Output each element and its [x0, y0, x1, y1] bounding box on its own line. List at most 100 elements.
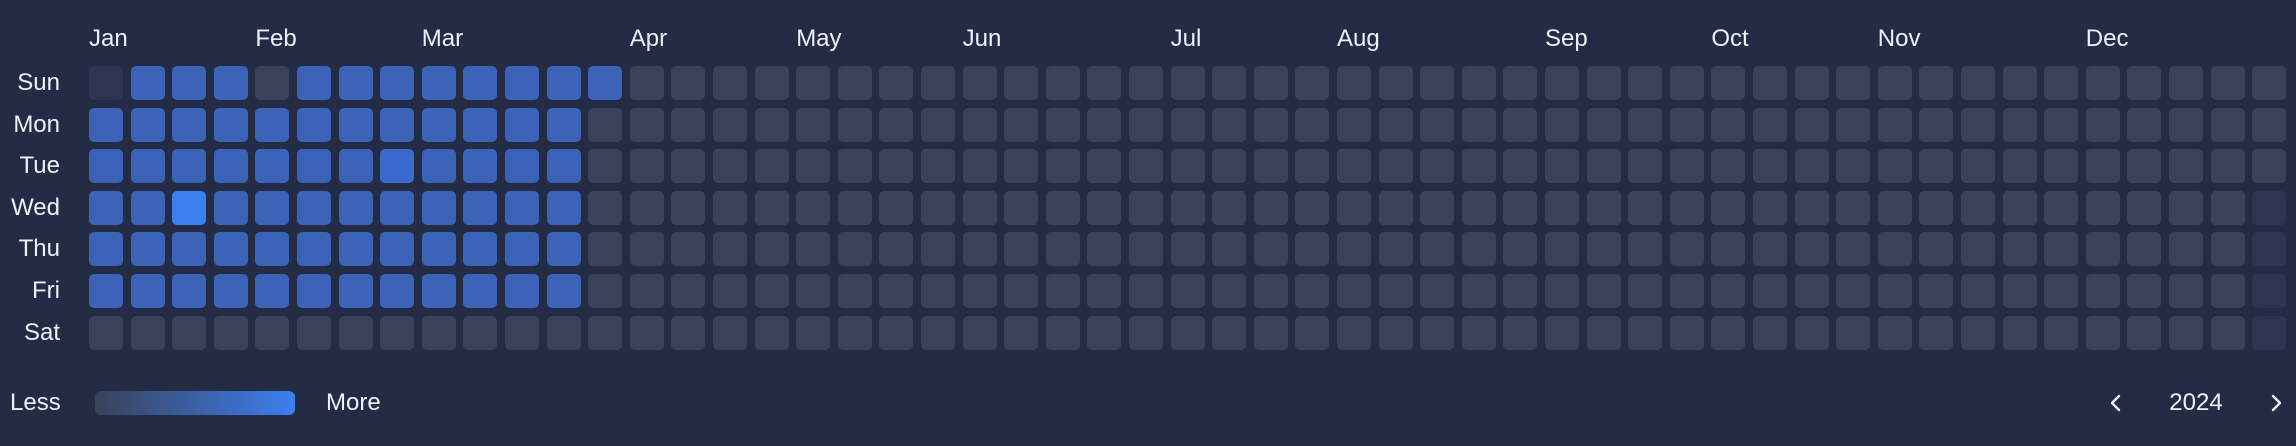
heatmap-cell[interactable] [297, 315, 331, 350]
heatmap-cell[interactable] [629, 66, 664, 100]
heatmap-cell[interactable] [2169, 107, 2203, 142]
heatmap-cell[interactable] [2169, 232, 2203, 267]
heatmap-cell[interactable] [713, 315, 747, 350]
heatmap-cell[interactable] [671, 66, 706, 100]
heatmap-cell[interactable] [89, 190, 123, 225]
heatmap-cell[interactable] [1420, 149, 1455, 184]
heatmap-cell[interactable] [1253, 315, 1288, 350]
heatmap-cell[interactable] [796, 190, 831, 225]
heatmap-cell[interactable] [1836, 66, 1871, 100]
heatmap-cell[interactable] [1420, 274, 1455, 308]
heatmap-cell[interactable] [1461, 315, 1496, 350]
heatmap-cell[interactable] [1877, 149, 1912, 184]
heatmap-cell[interactable] [1628, 315, 1663, 350]
heatmap-cell[interactable] [380, 107, 415, 142]
heatmap-cell[interactable] [2252, 232, 2287, 267]
heatmap-cell[interactable] [1586, 315, 1621, 350]
heatmap-cell[interactable] [89, 149, 123, 184]
heatmap-cell[interactable] [1129, 107, 1163, 142]
heatmap-cell[interactable] [421, 66, 456, 100]
heatmap-cell[interactable] [1836, 190, 1871, 225]
heatmap-cell[interactable] [1669, 274, 1704, 308]
heatmap-cell[interactable] [1503, 190, 1538, 225]
heatmap-cell[interactable] [1295, 66, 1330, 100]
heatmap-cell[interactable] [1004, 107, 1039, 142]
heatmap-cell[interactable] [1170, 107, 1205, 142]
heatmap-cell[interactable] [837, 315, 872, 350]
heatmap-cell[interactable] [1836, 274, 1871, 308]
heatmap-cell[interactable] [2085, 107, 2120, 142]
heatmap-cell[interactable] [1753, 66, 1787, 100]
heatmap-cell[interactable] [1337, 107, 1371, 142]
heatmap-cell[interactable] [213, 149, 248, 184]
heatmap-cell[interactable] [546, 315, 581, 350]
heatmap-cell[interactable] [172, 190, 207, 225]
heatmap-cell[interactable] [2169, 149, 2203, 184]
heatmap-cell[interactable] [1170, 66, 1205, 100]
heatmap-cell[interactable] [879, 232, 914, 267]
heatmap-cell[interactable] [1045, 149, 1080, 184]
heatmap-cell[interactable] [297, 66, 331, 100]
heatmap-cell[interactable] [297, 274, 331, 308]
heatmap-cell[interactable] [1628, 190, 1663, 225]
heatmap-cell[interactable] [463, 274, 498, 308]
heatmap-cell[interactable] [713, 149, 747, 184]
heatmap-cell[interactable] [1087, 274, 1122, 308]
heatmap-cell[interactable] [962, 190, 997, 225]
heatmap-cell[interactable] [1919, 66, 1954, 100]
heatmap-cell[interactable] [1045, 315, 1080, 350]
heatmap-cell[interactable] [1420, 315, 1455, 350]
heatmap-cell[interactable] [1337, 190, 1371, 225]
heatmap-cell[interactable] [1212, 107, 1247, 142]
heatmap-cell[interactable] [588, 107, 623, 142]
heatmap-cell[interactable] [546, 149, 581, 184]
heatmap-cell[interactable] [463, 149, 498, 184]
heatmap-cell[interactable] [2210, 66, 2245, 100]
heatmap-cell[interactable] [421, 149, 456, 184]
heatmap-cell[interactable] [463, 66, 498, 100]
heatmap-cell[interactable] [255, 190, 290, 225]
heatmap-cell[interactable] [962, 315, 997, 350]
heatmap-cell[interactable] [754, 107, 789, 142]
heatmap-cell[interactable] [588, 149, 623, 184]
heatmap-cell[interactable] [2127, 274, 2162, 308]
heatmap-cell[interactable] [546, 190, 581, 225]
heatmap-cell[interactable] [130, 107, 165, 142]
heatmap-cell[interactable] [754, 149, 789, 184]
heatmap-cell[interactable] [380, 190, 415, 225]
heatmap-cell[interactable] [2252, 66, 2287, 100]
heatmap-cell[interactable] [629, 232, 664, 267]
heatmap-cell[interactable] [754, 274, 789, 308]
heatmap-cell[interactable] [89, 315, 123, 350]
heatmap-cell[interactable] [1877, 66, 1912, 100]
heatmap-cell[interactable] [1045, 107, 1080, 142]
heatmap-cell[interactable] [1503, 66, 1538, 100]
heatmap-cell[interactable] [1545, 274, 1579, 308]
heatmap-cell[interactable] [1919, 315, 1954, 350]
heatmap-cell[interactable] [2085, 149, 2120, 184]
heatmap-cell[interactable] [837, 149, 872, 184]
heatmap-cell[interactable] [1337, 66, 1371, 100]
heatmap-cell[interactable] [1794, 190, 1829, 225]
heatmap-cell[interactable] [1045, 232, 1080, 267]
heatmap-cell[interactable] [962, 66, 997, 100]
heatmap-cell[interactable] [1212, 315, 1247, 350]
heatmap-cell[interactable] [629, 190, 664, 225]
heatmap-cell[interactable] [754, 190, 789, 225]
heatmap-cell[interactable] [921, 107, 955, 142]
heatmap-cell[interactable] [2044, 107, 2079, 142]
heatmap-cell[interactable] [1212, 190, 1247, 225]
heatmap-cell[interactable] [2085, 232, 2120, 267]
heatmap-cell[interactable] [2127, 190, 2162, 225]
heatmap-cell[interactable] [255, 107, 290, 142]
heatmap-cell[interactable] [1711, 107, 1746, 142]
heatmap-cell[interactable] [879, 66, 914, 100]
heatmap-cell[interactable] [921, 315, 955, 350]
heatmap-cell[interactable] [1129, 190, 1163, 225]
heatmap-cell[interactable] [2002, 232, 2037, 267]
heatmap-cell[interactable] [1212, 274, 1247, 308]
heatmap-cell[interactable] [837, 232, 872, 267]
heatmap-cell[interactable] [213, 66, 248, 100]
heatmap-cell[interactable] [713, 232, 747, 267]
heatmap-cell[interactable] [1545, 315, 1579, 350]
